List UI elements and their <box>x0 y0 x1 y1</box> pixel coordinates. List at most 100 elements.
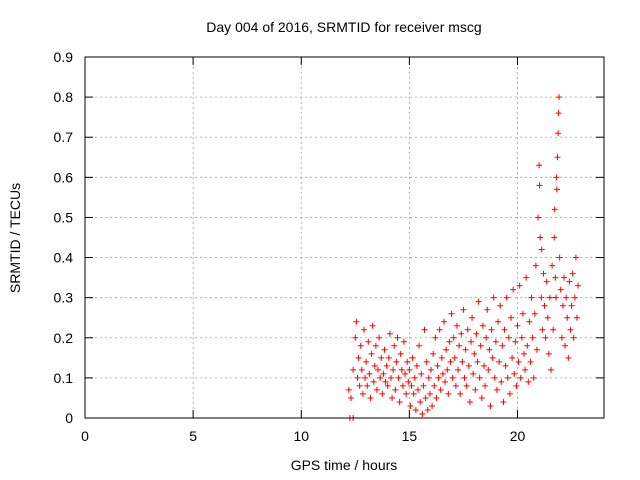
data-point <box>566 278 573 285</box>
data-point <box>548 366 555 373</box>
data-point <box>477 342 484 349</box>
data-point <box>415 386 422 393</box>
data-point <box>428 366 434 373</box>
data-point <box>473 330 480 337</box>
data-point <box>506 390 513 397</box>
data-point <box>445 390 452 397</box>
data-point <box>453 322 460 329</box>
y-tick-label: 0.8 <box>54 89 74 105</box>
data-point <box>466 398 473 405</box>
data-point <box>549 262 556 269</box>
data-point <box>442 378 449 385</box>
data-point <box>516 282 523 289</box>
data-point <box>433 394 440 401</box>
data-point <box>482 382 489 389</box>
data-point <box>366 370 373 377</box>
data-point <box>356 382 363 389</box>
y-tick-label: 0.9 <box>54 49 74 65</box>
data-point <box>552 274 559 281</box>
data-point <box>502 362 509 369</box>
data-point <box>529 334 536 341</box>
data-point <box>568 302 575 309</box>
axis-ticks <box>84 56 604 419</box>
data-point <box>519 310 526 317</box>
data-point <box>410 390 417 397</box>
data-point <box>500 398 507 405</box>
data-point <box>446 338 453 345</box>
x-tick-label: 20 <box>510 428 526 444</box>
data-point <box>384 382 391 389</box>
data-point <box>575 282 582 289</box>
data-point <box>352 334 359 341</box>
data-point <box>378 354 385 361</box>
data-point <box>515 358 522 365</box>
data-point <box>471 350 478 357</box>
data-point <box>550 326 557 333</box>
data-point <box>353 318 360 325</box>
data-point <box>497 302 504 309</box>
data-point <box>363 358 370 365</box>
data-point <box>522 366 529 373</box>
data-point <box>465 362 472 369</box>
data-point <box>461 374 468 381</box>
data-point <box>438 354 445 361</box>
data-point <box>354 374 361 381</box>
chart-title: Day 004 of 2016, SRMTID for receiver msc… <box>206 19 481 35</box>
data-point <box>458 330 465 337</box>
data-point <box>567 326 574 333</box>
data-point <box>426 390 433 397</box>
data-point <box>408 382 415 389</box>
data-point <box>510 286 517 293</box>
data-point <box>463 382 470 389</box>
data-point <box>537 234 544 241</box>
data-point <box>569 270 576 277</box>
data-point <box>541 302 548 309</box>
data-point <box>524 342 531 349</box>
data-point <box>495 318 502 325</box>
data-point <box>372 342 379 349</box>
data-point <box>357 342 364 349</box>
data-point <box>409 354 416 361</box>
data-point <box>395 374 402 381</box>
data-point <box>362 374 369 381</box>
data-point <box>513 382 520 389</box>
data-point <box>536 162 543 169</box>
data-point <box>430 350 437 357</box>
data-point <box>556 254 563 261</box>
data-point <box>523 274 530 281</box>
data-point <box>520 350 527 357</box>
data-point <box>443 346 450 353</box>
data-point <box>371 362 378 369</box>
data-point <box>551 206 558 213</box>
data-point <box>527 358 534 365</box>
data-point <box>390 366 397 373</box>
data-point <box>368 350 375 357</box>
data-points <box>345 94 582 421</box>
data-point <box>573 314 580 321</box>
data-point <box>517 374 524 381</box>
data-point <box>512 338 519 345</box>
x-tick-label: 15 <box>402 428 418 444</box>
data-point <box>360 326 367 333</box>
data-point <box>538 246 545 253</box>
data-point <box>457 390 464 397</box>
data-point <box>538 294 545 301</box>
data-point <box>398 366 405 373</box>
data-point <box>423 358 430 365</box>
data-point <box>478 394 485 401</box>
data-point <box>420 382 427 389</box>
data-point <box>448 310 455 317</box>
data-point <box>376 334 383 341</box>
data-point <box>491 374 498 381</box>
data-point <box>557 286 564 293</box>
y-axis-label: SRMTID / TECUs <box>7 183 23 293</box>
data-point <box>542 334 549 341</box>
data-point <box>425 374 432 381</box>
data-point <box>551 234 558 241</box>
x-axis-label: GPS time / hours <box>291 457 398 473</box>
data-point <box>406 366 413 373</box>
data-point <box>359 390 366 397</box>
y-tick-label: 0.6 <box>54 169 74 185</box>
data-point <box>373 386 380 393</box>
data-point <box>345 386 352 393</box>
